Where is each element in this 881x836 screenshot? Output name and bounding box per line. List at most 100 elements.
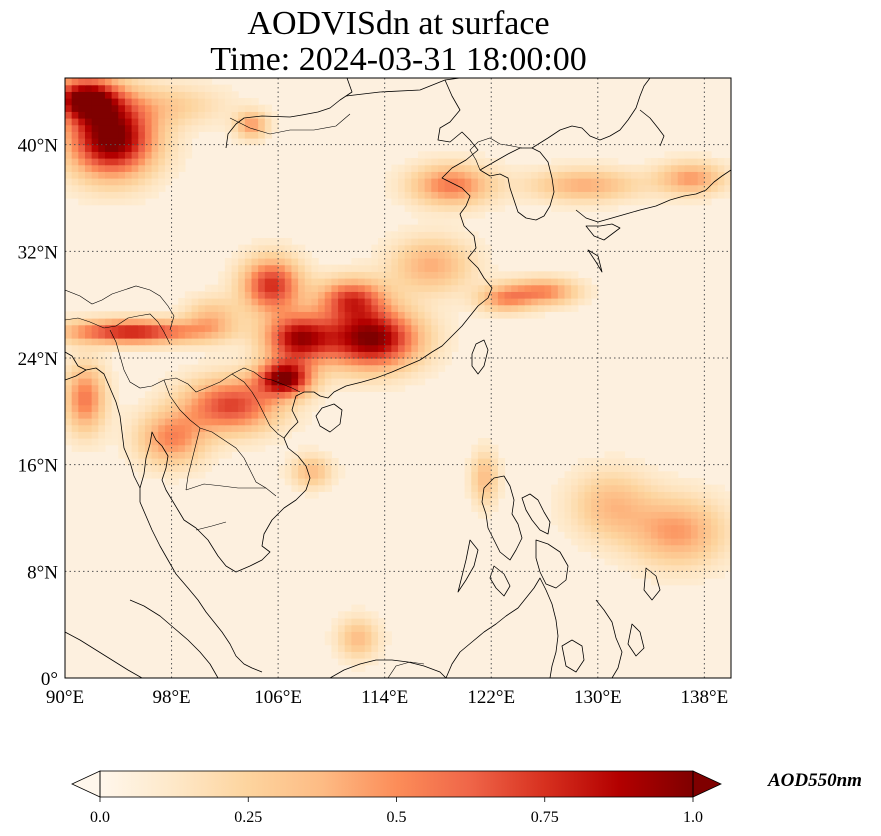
aod-cell [171, 424, 179, 432]
aod-cell [271, 118, 279, 126]
aod-cell [344, 371, 352, 379]
aod-cell [391, 184, 399, 192]
aod-cell [98, 104, 106, 112]
aod-cell [298, 278, 306, 286]
aod-cell [651, 171, 659, 179]
aod-cell [464, 258, 472, 266]
aod-cell [324, 378, 332, 386]
aod-cell [324, 451, 332, 459]
aod-cell [71, 104, 79, 112]
aod-cell [298, 444, 306, 452]
aod-cell [437, 338, 446, 346]
aod-cell [65, 331, 73, 339]
aod-cell [231, 411, 239, 419]
aod-cell [664, 158, 672, 166]
aod-cell [577, 538, 586, 546]
aod-cell [684, 504, 692, 512]
aod-cell [98, 164, 106, 172]
aod-cell [198, 84, 206, 92]
aod-cell [111, 131, 119, 139]
aod-cell [191, 98, 199, 106]
aod-cell [664, 171, 672, 179]
aod-cell [65, 351, 73, 359]
aod-cell [351, 311, 359, 319]
aod-cell [65, 171, 73, 179]
aod-cell [304, 404, 313, 412]
aod-cell [391, 171, 399, 179]
aod-cell [304, 398, 313, 406]
aod-cell [211, 371, 219, 379]
aod-cell [164, 418, 173, 426]
aod-cell [298, 311, 306, 319]
aod-cell [404, 264, 412, 272]
aod-cell [304, 378, 313, 386]
aod-cell [604, 511, 612, 519]
aod-cell [464, 471, 472, 479]
aod-cell [524, 304, 532, 312]
aod-cell [311, 284, 319, 292]
aod-cell [451, 198, 459, 206]
aod-cell [591, 198, 599, 206]
aod-cell [144, 91, 153, 99]
aod-cell [218, 338, 226, 346]
aod-cell [118, 91, 126, 99]
aod-cell [524, 178, 532, 186]
aod-cell [398, 231, 406, 239]
aod-cell [124, 98, 133, 106]
aod-cell [364, 651, 372, 659]
aod-cell [457, 284, 466, 292]
aod-cell [244, 98, 253, 106]
aod-cell [471, 311, 479, 319]
aod-cell [111, 418, 119, 426]
aod-cell [531, 291, 539, 299]
aod-cell [611, 524, 619, 532]
aod-cell [238, 331, 246, 339]
aod-cell [417, 204, 426, 212]
aod-cell [437, 211, 446, 219]
aod-cell [331, 371, 339, 379]
aod-cell [484, 178, 492, 186]
aod-cell [98, 184, 106, 192]
aod-cell [311, 311, 319, 319]
aod-cell [244, 351, 253, 359]
aod-cell [344, 618, 352, 626]
aod-cell [178, 84, 186, 92]
aod-cell [298, 358, 306, 366]
aod-cell [644, 531, 652, 539]
aod-cell [584, 284, 592, 292]
aod-cell [204, 458, 213, 466]
aod-cell [291, 364, 299, 372]
aod-cell [178, 158, 186, 166]
aod-cell [198, 78, 206, 86]
aod-cell [158, 471, 166, 479]
lon-tick-label: 114°E [361, 687, 408, 708]
aod-cell [391, 271, 399, 279]
aod-cell [298, 291, 306, 299]
aod-cell [378, 364, 386, 372]
aod-cell [271, 338, 279, 346]
aod-cell [118, 111, 126, 119]
aod-cell [124, 331, 133, 339]
aod-cell [171, 344, 179, 352]
aod-cell [144, 451, 153, 459]
aod-cell [338, 318, 346, 326]
aod-cell [604, 171, 612, 179]
aod-cell [118, 78, 126, 86]
aod-cell [164, 431, 173, 439]
aod-cell [71, 378, 79, 386]
aod-cell [604, 178, 612, 186]
aod-cell [238, 438, 246, 446]
aod-cell [198, 404, 206, 412]
aod-cell [144, 391, 153, 399]
aod-cell [371, 318, 379, 326]
aod-cell [304, 291, 313, 299]
aod-cell [344, 624, 352, 632]
aod-cell [664, 531, 672, 539]
aod-cell [131, 464, 139, 472]
aod-cell [71, 144, 79, 152]
aod-cell [204, 424, 213, 432]
aod-cell [324, 638, 332, 646]
aod-cell [424, 204, 432, 212]
aod-cell [584, 171, 592, 179]
aod-cell [118, 151, 126, 159]
